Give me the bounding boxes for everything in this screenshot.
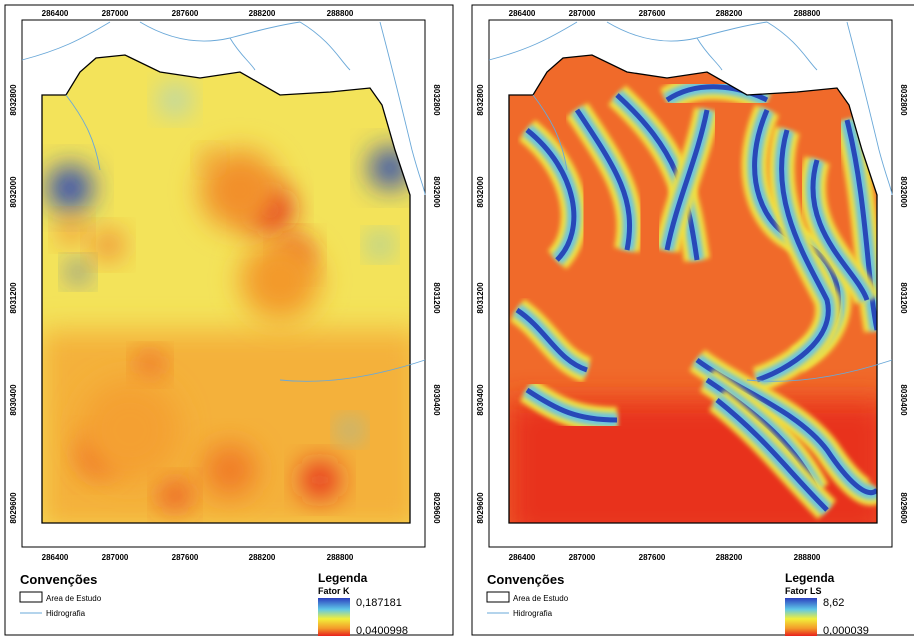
y-label-right: 8031200: [432, 282, 441, 314]
raster-blob: [80, 380, 180, 480]
y-label-left: 8029600: [476, 492, 485, 524]
x-label-bottom: 286400: [42, 553, 69, 562]
x-label-bottom: 286400: [509, 553, 536, 562]
legend-title: Legenda: [785, 571, 835, 585]
y-label-right: 8032000: [432, 176, 441, 208]
raster-blob: [138, 353, 162, 377]
x-label-top: 287000: [102, 9, 129, 18]
raster-blob: [161, 481, 189, 509]
legend-ramp: [785, 598, 817, 636]
raster-blob: [340, 420, 360, 440]
raster-blob: [370, 235, 390, 255]
y-label-right: 8031200: [899, 282, 908, 314]
y-label-right: 8029600: [432, 492, 441, 524]
raster-blob: [48, 166, 92, 210]
x-label-bottom: 287000: [569, 553, 596, 562]
x-label-bottom: 288800: [327, 553, 354, 562]
x-label-bottom: 288200: [716, 553, 743, 562]
raster-blob: [302, 462, 338, 498]
x-label-top: 288800: [327, 9, 354, 18]
y-label-left: 8030400: [476, 384, 485, 416]
legend-min: 0,0400998: [356, 625, 408, 637]
y-label-left: 8031200: [9, 282, 18, 314]
raster-blob: [240, 240, 320, 320]
legend-ramp: [318, 598, 350, 636]
y-label-left: 8030400: [9, 384, 18, 416]
conventions-title: Convenções: [20, 572, 97, 587]
legend-subtitle: Fator LS: [785, 586, 822, 596]
x-label-bottom: 287600: [639, 553, 666, 562]
y-label-right: 8030400: [899, 384, 908, 416]
x-label-top: 287600: [172, 9, 199, 18]
y-label-right: 8032000: [899, 176, 908, 208]
y-label-right: 8030400: [432, 384, 441, 416]
y-label-right: 8029600: [899, 492, 908, 524]
y-label-left: 8032000: [9, 176, 18, 208]
study-area-swatch: [20, 592, 42, 602]
x-label-top: 288200: [716, 9, 743, 18]
x-label-top: 288800: [794, 9, 821, 18]
legend-max: 8,62: [823, 597, 844, 609]
conventions-item: Hidrografia: [46, 609, 86, 618]
map-figure: 286400 286400 287000 287000 287600 287600 2882…: [0, 0, 914, 640]
conventions-title: Convenções: [487, 572, 564, 587]
y-label-left: 8032000: [476, 176, 485, 208]
y-label-right: 8032800: [432, 84, 441, 116]
x-label-top: 288200: [249, 9, 276, 18]
raster-blob: [94, 231, 122, 259]
x-label-bottom: 288200: [249, 553, 276, 562]
raster-blob: [200, 150, 220, 170]
legend-max: 0,187181: [356, 597, 402, 609]
conventions-item: Hidrografia: [513, 609, 553, 618]
x-label-bottom: 287000: [102, 553, 129, 562]
y-label-left: 8029600: [9, 492, 18, 524]
x-label-top: 287000: [569, 9, 596, 18]
y-label-left: 8032800: [476, 84, 485, 116]
raster-blob: [68, 262, 88, 282]
legend-subtitle: Fator K: [318, 586, 350, 596]
y-label-right: 8032800: [899, 84, 908, 116]
x-label-bottom: 288800: [794, 553, 821, 562]
raster-blob: [204, 444, 256, 496]
x-label-top: 286400: [509, 9, 536, 18]
conventions-item: Area de Estudo: [513, 594, 569, 603]
raster-blob: [60, 218, 84, 242]
x-label-top: 287600: [639, 9, 666, 18]
y-label-left: 8031200: [476, 282, 485, 314]
legend-min: 0,000039: [823, 625, 869, 637]
legend-title: Legenda: [318, 571, 368, 585]
study-area-swatch: [487, 592, 509, 602]
y-label-left: 8032800: [9, 84, 18, 116]
x-label-top: 286400: [42, 9, 69, 18]
x-label-bottom: 287600: [172, 553, 199, 562]
raster-blob: [161, 86, 189, 114]
conventions-item: Area de Estudo: [46, 594, 102, 603]
